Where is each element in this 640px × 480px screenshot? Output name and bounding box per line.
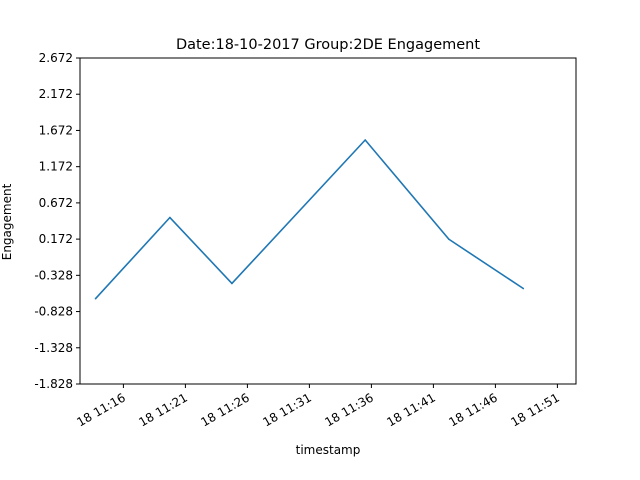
y-axis: -1.828 -1.328 -0.828 -0.328 0.172 0.672 1.172 1… <box>34 51 80 391</box>
y-tick-label-5: 0.672 <box>39 196 73 210</box>
data-point-0-5 <box>522 287 525 290</box>
y-tick-label-1: -1.328 <box>34 341 73 355</box>
series-line-0 <box>94 139 524 300</box>
data-point-0-4 <box>448 238 450 241</box>
plot-frame <box>79 57 577 385</box>
y-tick-label-6: 1.172 <box>39 160 73 174</box>
y-tick-label-0: -1.828 <box>34 377 73 391</box>
data-point-0-0 <box>94 297 97 300</box>
y-tick-label-3: -0.328 <box>34 268 73 282</box>
y-axis-title: Engagement <box>0 183 14 260</box>
chart-title: Date:18-10-2017 Group:2DE Engagement <box>176 37 480 53</box>
data-point-0-1 <box>169 216 171 219</box>
data-point-0-2 <box>231 282 233 285</box>
y-tick-label-8: 2.172 <box>39 87 73 101</box>
data-point-0-3 <box>364 139 367 141</box>
x-axis-title: timestamp <box>296 443 361 457</box>
y-tick-label-9: 2.672 <box>39 51 73 65</box>
plot-area <box>94 139 525 300</box>
y-tick-label-2: -0.828 <box>34 305 73 319</box>
y-tick-label-7: 1.672 <box>39 123 73 137</box>
y-tick-label-4: 0.172 <box>39 232 73 246</box>
